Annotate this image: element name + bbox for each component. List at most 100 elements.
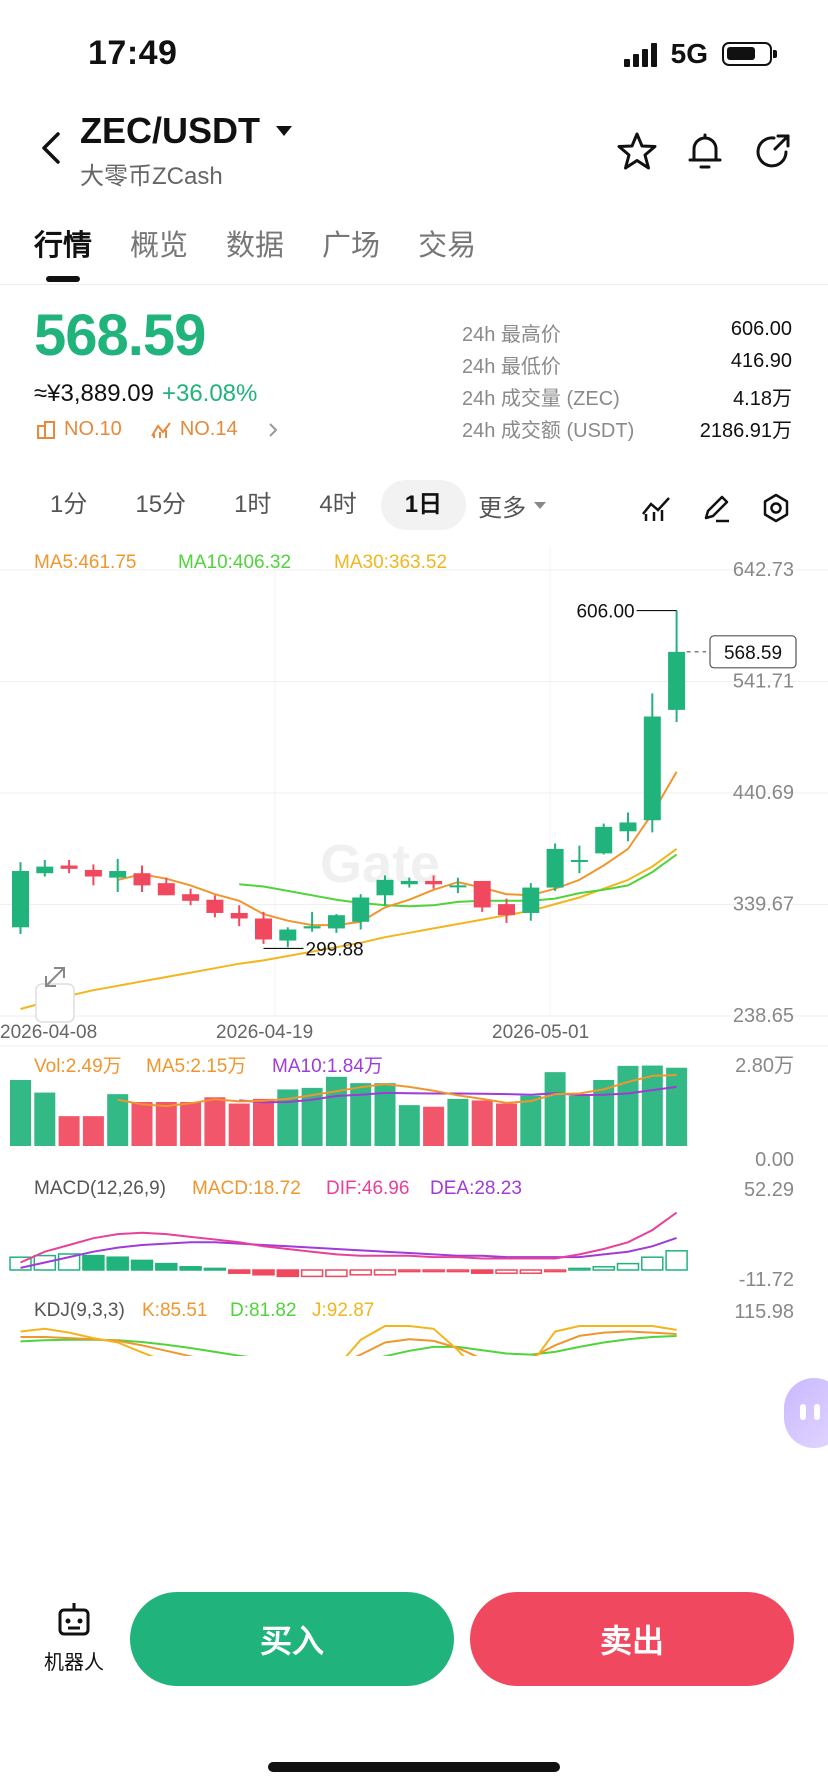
volume-bar xyxy=(82,1116,104,1146)
candle-body xyxy=(279,929,297,941)
macd-bar xyxy=(276,1269,300,1278)
ma10-line xyxy=(239,853,678,908)
volume-bar xyxy=(131,1102,153,1146)
interval-4h[interactable]: 4时 xyxy=(319,491,357,518)
macd-bar xyxy=(665,1250,688,1271)
volume-bar xyxy=(593,1080,615,1146)
vol-ma5-line xyxy=(117,1074,677,1108)
tab-trade[interactable]: 交易 xyxy=(418,230,477,262)
legend-kdj-title: KDJ(9,3,3) xyxy=(34,1300,125,1321)
interval-1m[interactable]: 1分 xyxy=(50,491,88,518)
rank-market-cap[interactable]: NO.10 xyxy=(36,418,122,441)
tab-data[interactable]: 数据 xyxy=(226,230,285,262)
bell-icon[interactable] xyxy=(684,130,726,172)
candle-body xyxy=(12,871,29,928)
macd-bar xyxy=(252,1269,275,1276)
indicator-icon[interactable] xyxy=(640,492,672,524)
interval-15m[interactable]: 15分 xyxy=(135,491,187,518)
kdj-j-line xyxy=(20,1325,677,1356)
macd-bar xyxy=(155,1262,178,1271)
stat-high: 24h 最高价 606.00 xyxy=(462,318,792,346)
legend-dif: DIF:46.96 xyxy=(326,1178,409,1199)
candle-body xyxy=(425,880,443,885)
legend-vol: Vol:2.49万 xyxy=(34,1056,122,1077)
stat-turnover: 24h 成交额 (USDT) 2186.91万 xyxy=(462,420,792,442)
high-label: 606.00 xyxy=(576,602,634,623)
back-arrow-icon[interactable] xyxy=(34,128,74,168)
cny-price: ≈¥3,889.09 +36.08% xyxy=(34,380,257,408)
candle-body xyxy=(473,880,491,908)
kline-chart[interactable]: 642.73541.71440.69339.67238.65GateMA5:46… xyxy=(0,546,828,1570)
coin-name: 大零币ZCash xyxy=(80,163,223,190)
assistant-bubble[interactable] xyxy=(784,1378,828,1448)
macd-bar xyxy=(106,1256,129,1271)
candle-body xyxy=(498,904,515,916)
candle-body xyxy=(327,915,345,929)
volume-bar xyxy=(350,1083,372,1146)
candle-body xyxy=(546,848,564,888)
dif-line xyxy=(20,1211,678,1264)
volume-bar xyxy=(568,1095,590,1146)
candle-body xyxy=(619,822,637,832)
macd-bar xyxy=(179,1266,202,1271)
current-price-tag xyxy=(709,635,797,669)
macd-bar xyxy=(325,1269,348,1278)
rank-trend[interactable]: NO.14 xyxy=(150,418,238,441)
volume-bar xyxy=(155,1102,177,1146)
legend-dea: DEA:28.23 xyxy=(430,1178,522,1199)
draw-icon[interactable] xyxy=(700,492,732,524)
macd-bar xyxy=(568,1267,591,1271)
rank-trend-value: NO.14 xyxy=(179,418,238,440)
macd-bar xyxy=(495,1269,518,1274)
rank-market-cap-value: NO.10 xyxy=(64,418,122,440)
macd-bar xyxy=(300,1269,324,1278)
kdj-y-tick: 115.98 xyxy=(734,1301,794,1323)
buy-button[interactable]: 买入 xyxy=(130,1592,454,1686)
volume-bar xyxy=(617,1065,639,1146)
candle-body xyxy=(60,865,78,869)
interval-1h[interactable]: 1时 xyxy=(234,491,272,518)
candle-body xyxy=(400,880,418,885)
stat-volume: 24h 成交量 (ZEC) 4.18万 xyxy=(462,388,792,410)
stat-low: 24h 最低价 416.90 xyxy=(462,350,792,378)
y-tick-label: 642.73 xyxy=(733,559,794,581)
macd-bar xyxy=(543,1269,567,1273)
volume-bar xyxy=(641,1065,663,1146)
volume-bar xyxy=(520,1095,542,1146)
robot-button[interactable]: 机器人 xyxy=(34,1600,114,1675)
rank-row[interactable]: NO.10 NO.14 xyxy=(36,418,280,441)
x-tick-label: 2026-04-19 xyxy=(216,1022,313,1043)
volume-bar xyxy=(277,1089,299,1146)
y-tick-label: 238.65 xyxy=(733,1005,794,1027)
legend-ma10: MA10:406.32 xyxy=(178,552,291,573)
share-icon[interactable] xyxy=(752,130,794,172)
signal-icon xyxy=(623,41,657,67)
tab-overview[interactable]: 概览 xyxy=(130,230,189,262)
candle-body xyxy=(376,879,394,896)
candle-body xyxy=(595,826,613,854)
interval-more[interactable]: 更多 xyxy=(466,488,547,523)
pair-selector[interactable]: ZEC/USDT xyxy=(80,110,292,152)
settings-icon[interactable] xyxy=(760,492,792,524)
tab-market[interactable]: 行情 xyxy=(34,222,92,282)
legend-macd-title: MACD(12,26,9) xyxy=(34,1178,166,1199)
tab-square[interactable]: 广场 xyxy=(322,230,381,262)
volume-bar xyxy=(58,1116,80,1146)
candle-body xyxy=(206,899,224,913)
macd-bar xyxy=(227,1269,251,1274)
volume-bar xyxy=(666,1067,688,1146)
ma5-line xyxy=(117,771,678,927)
candle-body xyxy=(668,651,686,710)
volume-bar xyxy=(447,1098,469,1146)
robot-icon xyxy=(58,1603,90,1636)
sell-button[interactable]: 卖出 xyxy=(470,1592,794,1686)
volume-bar xyxy=(301,1087,323,1146)
vol-y-tick: 2.80万 xyxy=(735,1055,794,1077)
candle-body xyxy=(230,912,248,919)
macd-bar xyxy=(519,1269,543,1274)
divider xyxy=(0,284,828,285)
status-time: 17:49 xyxy=(88,34,178,72)
interval-1d[interactable]: 1日 xyxy=(380,480,467,530)
volume-bar xyxy=(180,1102,202,1146)
star-icon[interactable] xyxy=(616,130,658,172)
